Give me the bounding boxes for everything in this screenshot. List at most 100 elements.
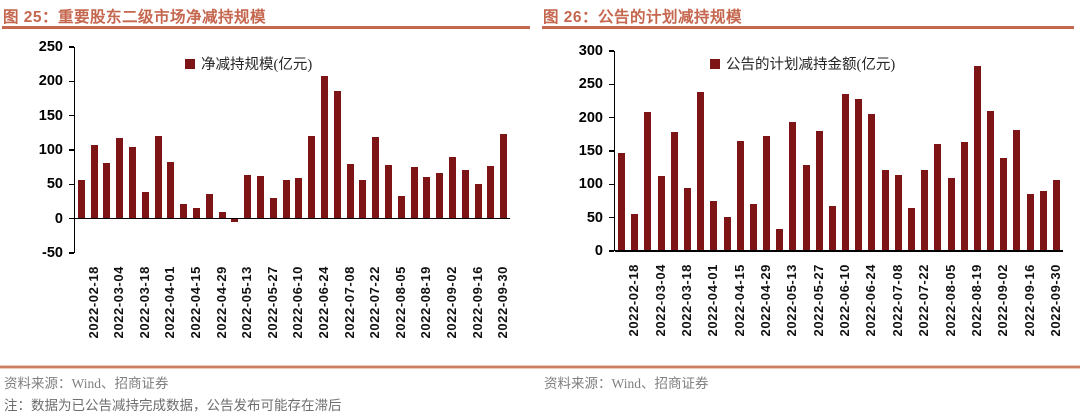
y-tick — [608, 83, 614, 86]
bar — [670, 131, 678, 251]
bar — [359, 180, 367, 219]
figure-25-title: 图 25：重要股东二级市场净减持规模 — [3, 9, 267, 26]
bar — [103, 163, 111, 219]
x-tick-label: 2022-08-05 — [942, 264, 958, 337]
x-tick-label: 2022-09-16 — [1021, 264, 1037, 337]
x-tick-label: 2022-06-10 — [837, 264, 853, 337]
x-tick-label: 2022-09-02 — [443, 266, 459, 339]
bar — [723, 217, 731, 251]
bar — [855, 99, 863, 251]
y-tick-label: 300 — [578, 43, 603, 59]
bar — [218, 211, 226, 219]
y-tick — [608, 150, 614, 152]
x-axis-line — [615, 250, 1063, 252]
figure-25-legend: 净减持规模(亿元) — [185, 53, 312, 74]
figure-26-chart: 300 250 200 150 100 50 0 2022-02-18 2022-03-04 20… — [540, 0, 1080, 420]
y-tick-label: 150 — [38, 107, 63, 124]
figure-26-legend: 公告的计划减持金额(亿元) — [710, 53, 895, 74]
bar — [947, 177, 955, 251]
x-tick-label: 2022-07-22 — [367, 266, 383, 339]
y-tick-label: 100 — [38, 142, 63, 158]
bar — [436, 172, 444, 219]
bar — [894, 175, 902, 251]
bar — [631, 214, 639, 251]
bar — [987, 111, 995, 251]
y-tick — [608, 183, 614, 186]
y-tick — [608, 216, 614, 219]
bar — [828, 205, 836, 251]
x-tick-label: 2022-09-16 — [469, 266, 485, 339]
bar — [423, 177, 431, 219]
note-text: 注：数据为已公告减持完成数据，公告发布可能存在滞后 — [4, 398, 342, 413]
bar — [763, 135, 771, 251]
y-tick-label: 250 — [578, 76, 603, 93]
x-tick-label: 2022-04-15 — [188, 266, 204, 339]
y-tick — [68, 46, 74, 48]
bar — [815, 131, 823, 251]
title-underline — [542, 26, 1074, 29]
y-tick-label: 250 — [38, 39, 63, 55]
y-tick-label: 50 — [46, 176, 63, 193]
bar — [372, 136, 380, 219]
bar — [384, 165, 392, 219]
x-tick-label: 2022-04-01 — [162, 266, 178, 339]
bar — [697, 92, 705, 251]
bar — [802, 165, 810, 251]
bar — [244, 175, 252, 219]
x-tick-label: 2022-07-08 — [341, 266, 357, 339]
y-tick — [608, 250, 614, 252]
x-tick-label: 2022-09-30 — [1047, 264, 1063, 337]
bar — [749, 203, 757, 251]
bottom-divider — [540, 366, 1080, 368]
y-axis-line — [613, 51, 615, 251]
bar — [1039, 191, 1047, 251]
y-tick — [608, 50, 614, 52]
bar — [141, 191, 149, 219]
y-tick-label: 150 — [578, 143, 603, 159]
bar — [1000, 157, 1008, 251]
source-text: 资料来源：Wind、招商证券 — [4, 376, 169, 391]
x-tick-label: 2022-07-08 — [889, 264, 905, 337]
y-tick — [68, 252, 74, 254]
bar — [710, 201, 718, 251]
bar — [500, 134, 508, 219]
y-tick-label: 200 — [38, 73, 63, 90]
bar — [487, 165, 495, 219]
bar — [776, 229, 784, 251]
bar — [934, 144, 942, 251]
bar — [973, 65, 981, 251]
bottom-divider — [0, 366, 540, 368]
figure-26: 图 26：公告的计划减持规模 300 250 200 150 100 50 0 2022-02… — [540, 0, 1080, 420]
bar — [448, 156, 456, 219]
x-axis-line — [75, 217, 510, 220]
x-tick-label: 2022-07-22 — [916, 264, 932, 337]
source-text: 资料来源：Wind、招商证券 — [544, 376, 709, 391]
bar — [618, 153, 626, 251]
y-tick-label: 100 — [578, 176, 603, 193]
legend-square-icon — [185, 58, 195, 69]
x-tick-label: 2022-05-27 — [810, 264, 826, 337]
bar — [129, 147, 137, 219]
legend-square-icon — [710, 58, 720, 69]
bar — [295, 178, 303, 219]
bar — [231, 218, 239, 223]
bar — [269, 198, 277, 219]
y-axis-line — [73, 47, 75, 253]
bar — [282, 180, 290, 219]
bar — [180, 203, 188, 219]
legend-label: 净减持规模(亿元) — [201, 57, 313, 73]
bar — [657, 175, 665, 251]
bar — [410, 167, 418, 219]
bar — [960, 141, 968, 251]
bar — [308, 136, 316, 219]
x-tick-label: 2022-06-10 — [290, 266, 306, 339]
x-tick-label: 2022-09-30 — [495, 266, 511, 339]
bar — [683, 188, 691, 251]
bar — [320, 75, 328, 219]
y-tick-label: 200 — [578, 109, 603, 126]
x-tick-label: 2022-05-27 — [264, 266, 280, 339]
bar — [461, 169, 469, 219]
bar — [397, 196, 405, 219]
title-underline — [2, 26, 530, 29]
bar — [907, 208, 915, 251]
